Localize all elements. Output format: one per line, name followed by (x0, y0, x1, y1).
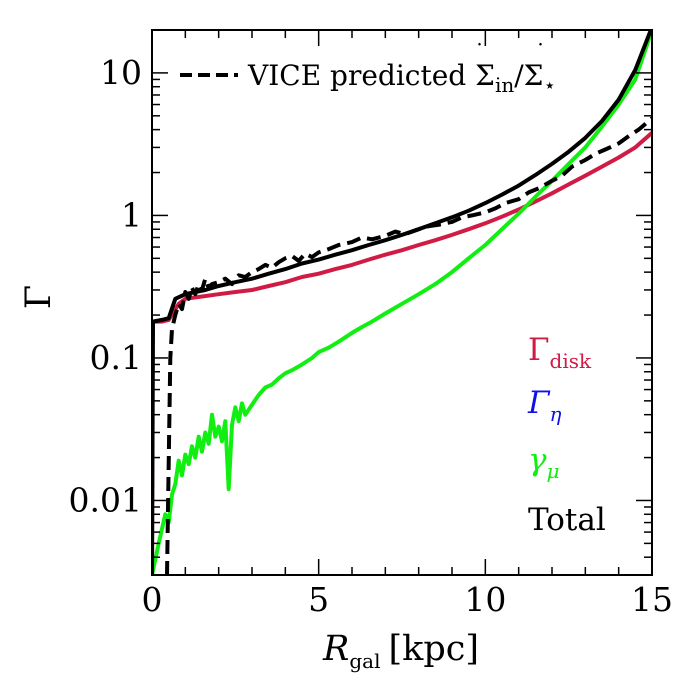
legend: VICE predicted Σin/Σ⋆ ˙ ˙ (180, 41, 556, 97)
y-axis-title: Γ (19, 285, 59, 309)
y-tick-label: 0.1 (90, 338, 142, 377)
tick-labels-layer: 0 5 10 15 0.01 0.1 1 10 (69, 53, 673, 619)
x-axis-unit: [kpc] (388, 629, 479, 669)
x-tick-label: 0 (142, 580, 163, 619)
series-gamma_disk (152, 131, 652, 575)
annotation-label: Γdisk (528, 332, 592, 373)
annotation-subscript: disk (550, 349, 592, 373)
series-gamma_mu (152, 30, 652, 575)
y-tick-label: 1 (121, 195, 142, 234)
x-tick-label: 5 (308, 580, 329, 619)
annotation-label: Total (528, 502, 606, 538)
annotation-symbol: Γ (528, 332, 550, 368)
legend-dot-1: ˙ (474, 41, 485, 66)
annotation-symbol: Γ (527, 385, 551, 421)
annotation-symbol: Total (528, 502, 606, 538)
legend-dot-2: ˙ (535, 41, 546, 66)
annotation-subscript: η (550, 402, 562, 426)
legend-label: VICE predicted Σin/Σ⋆ (247, 59, 556, 97)
y-tick-label: 0.01 (69, 480, 142, 519)
annotation-label: γμ (528, 442, 560, 483)
series-layer (152, 30, 652, 575)
x-axis-symbol: R (322, 629, 349, 669)
ticks-layer (151, 29, 653, 576)
legend-sub-star: ⋆ (543, 73, 556, 97)
legend-slash: / (514, 59, 524, 92)
legend-sigma-in: Σ (475, 59, 495, 92)
series-total (152, 30, 652, 575)
series-vice_predicted (165, 116, 652, 575)
legend-sigma-star: Σ (524, 59, 544, 92)
x-axis-title: Rgal [kpc] (322, 629, 479, 673)
x-tick-label: 10 (464, 580, 506, 619)
x-tick-label: 15 (631, 580, 673, 619)
legend-sub-in: in (495, 73, 514, 97)
annotation-symbol: γ (528, 442, 547, 478)
y-tick-label: 10 (100, 53, 142, 92)
annotation-subscript: μ (547, 459, 560, 483)
plot-frame (151, 29, 653, 576)
legend-label-text: VICE predicted (247, 59, 475, 92)
annotation-label: Γη (527, 385, 562, 426)
x-axis-subscript: gal (349, 649, 380, 673)
